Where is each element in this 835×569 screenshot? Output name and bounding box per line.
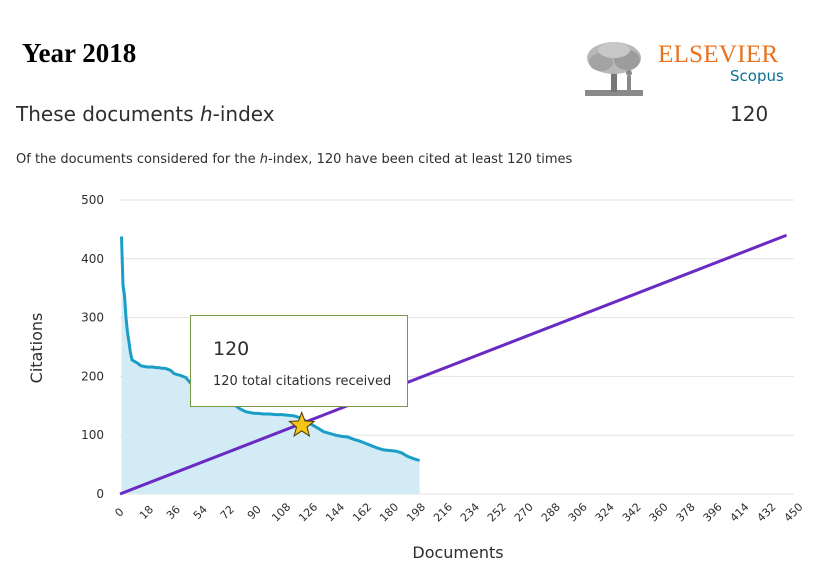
hindex-title-pre: These documents — [16, 102, 200, 126]
x-tick-label: 450 — [782, 501, 806, 525]
citations-area — [121, 236, 420, 494]
x-tick-label: 90 — [245, 503, 264, 522]
x-axis-label: Documents — [412, 543, 503, 562]
x-tick-label: 0 — [112, 505, 126, 519]
y-tick-label: 200 — [81, 369, 104, 383]
x-tick-label: 414 — [728, 501, 752, 525]
x-tick-label: 252 — [485, 501, 509, 525]
x-tick-label: 270 — [512, 501, 536, 525]
x-tick-labels: 0 18 36 54 72 90 108 126 144 162 180 198 216 234 252 27… — [112, 501, 805, 525]
tooltip: 120 120 total citations received — [190, 315, 408, 407]
x-tick-label: 36 — [164, 503, 183, 522]
tree-logo-icon — [585, 42, 643, 96]
x-tick-label: 306 — [566, 501, 590, 525]
y-tick-label: 400 — [81, 252, 104, 266]
x-tick-label: 162 — [350, 501, 374, 525]
y-tick-label: 500 — [81, 193, 104, 207]
x-tick-label: 108 — [269, 501, 293, 525]
y-tick-label: 100 — [81, 428, 104, 442]
x-tick-label: 324 — [593, 501, 617, 525]
y-tick-label: 300 — [81, 311, 104, 325]
hindex-title-italic: h — [199, 102, 213, 126]
hindex-value: 120 — [730, 102, 769, 126]
y-axis-label: Citations — [27, 313, 46, 384]
x-tick-label: 234 — [458, 501, 482, 525]
h-index-star-marker — [288, 410, 316, 438]
brand-subtitle: Scopus — [730, 67, 784, 85]
x-tick-label: 198 — [404, 501, 428, 525]
x-tick-label: 396 — [701, 501, 725, 525]
desc-post: -index, 120 have been cited at least 120… — [268, 152, 573, 167]
x-tick-label: 360 — [647, 501, 671, 525]
h-index-line — [119, 233, 788, 496]
year-title: Year 2018 — [22, 38, 137, 68]
x-tick-label: 288 — [539, 501, 563, 525]
x-tick-label: 126 — [296, 501, 320, 525]
brand-name: ELSEVIER — [658, 41, 779, 68]
y-tick-label: 0 — [96, 487, 104, 501]
x-tick-label: 180 — [377, 501, 401, 525]
hindex-title: These documents h-index — [16, 102, 275, 126]
x-tick-label: 18 — [137, 503, 156, 522]
desc-pre: Of the documents considered for the — [16, 152, 260, 167]
desc-italic: h — [259, 152, 269, 167]
x-tick-label: 216 — [431, 501, 455, 525]
x-tick-label: 144 — [323, 501, 347, 525]
hindex-title-post: -index — [212, 102, 275, 126]
x-tick-label: 72 — [218, 503, 237, 522]
tooltip-text: 120 total citations received — [213, 374, 392, 389]
x-tick-label: 54 — [191, 503, 210, 522]
x-tick-label: 378 — [674, 501, 698, 525]
hindex-description: Of the documents considered for the h-in… — [16, 152, 572, 167]
x-tick-label: 432 — [755, 501, 779, 525]
x-tick-label: 342 — [620, 501, 644, 525]
y-tick-labels: 0 100 200 300 400 500 — [81, 193, 104, 501]
tooltip-value: 120 — [213, 338, 250, 360]
